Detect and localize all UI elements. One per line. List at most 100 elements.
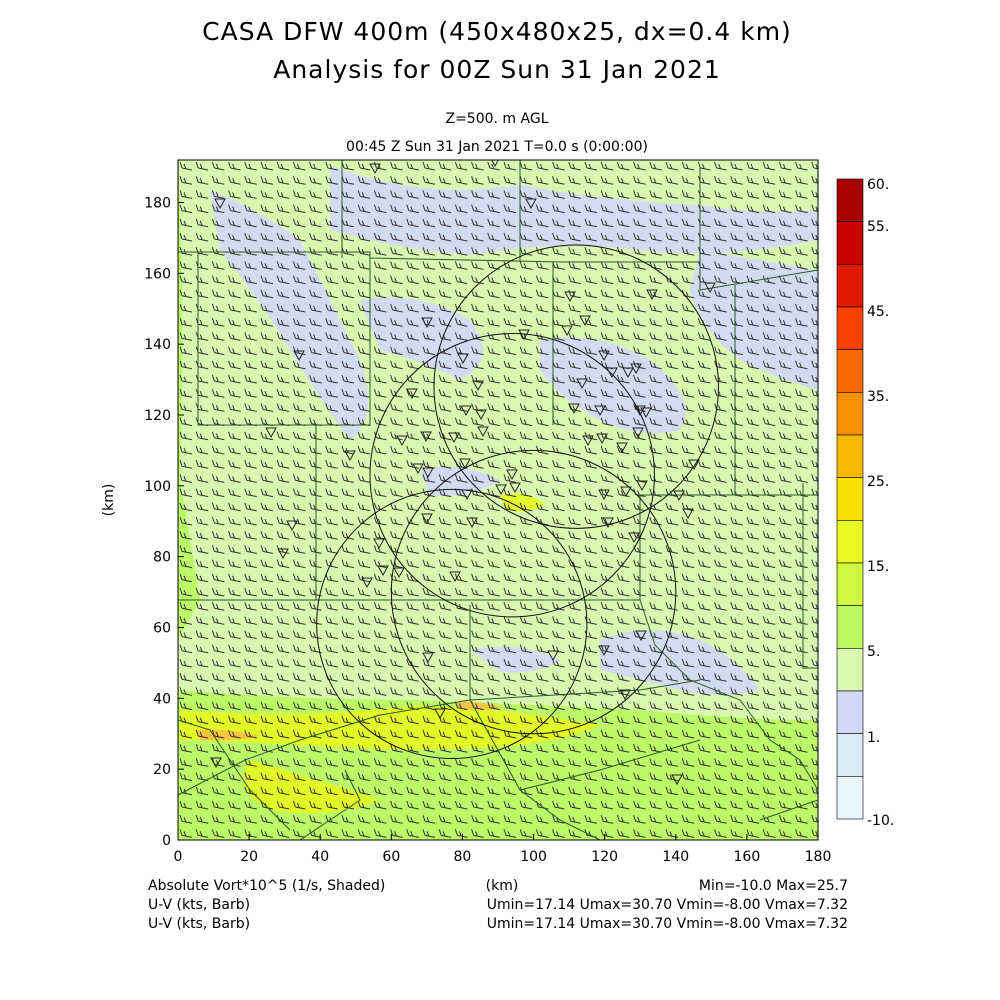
wind-barb (487, 545, 500, 554)
wind-barb (373, 616, 387, 625)
station-marker (477, 426, 489, 438)
wind-barb (519, 800, 533, 810)
wind-barb (616, 815, 630, 824)
wind-barb (276, 389, 290, 398)
wind-barb (552, 218, 565, 228)
wind-barb (438, 261, 452, 270)
wind-barb (697, 715, 711, 725)
wind-barb (730, 247, 743, 256)
wind-barb (228, 602, 241, 611)
wind-barb (228, 630, 241, 640)
wind-barb (228, 516, 241, 526)
wind-barb (519, 559, 533, 569)
station-marker (582, 435, 594, 447)
wind-barb (584, 687, 598, 696)
wind-barb (795, 176, 808, 185)
wind-barb (552, 616, 565, 625)
wind-barb (584, 218, 598, 228)
wind-barb (244, 431, 257, 441)
wind-barb (633, 332, 646, 341)
wind-barb (228, 729, 241, 739)
wind-barb (195, 474, 209, 483)
wind-barb (325, 161, 338, 171)
wind-barb (292, 204, 306, 214)
county-boundary-0 (178, 168, 701, 263)
wind-barb (373, 261, 387, 270)
wind-barb (325, 346, 338, 356)
wind-barb (211, 715, 225, 725)
wind-barb (309, 389, 322, 398)
wind-barb (584, 303, 598, 313)
wind-barb (471, 303, 484, 313)
wind-barb (600, 516, 614, 526)
wind-barb (665, 715, 679, 725)
wind-barb (681, 786, 695, 796)
wind-barb (438, 587, 452, 597)
wind-barb (390, 289, 403, 299)
wind-barb (487, 289, 500, 299)
wind-barb (228, 204, 241, 214)
wind-barb (665, 786, 679, 796)
wind-barb (633, 658, 646, 668)
wind-barb (228, 360, 241, 370)
wind-barb (406, 332, 419, 341)
wind-barb (276, 190, 290, 199)
wind-barb (260, 488, 274, 498)
wind-barb (325, 744, 338, 753)
station-marker (704, 282, 716, 294)
wind-barb (730, 701, 743, 711)
wind-barb (276, 318, 290, 327)
wind-barb (260, 289, 274, 299)
wind-barb (600, 744, 614, 753)
wind-barb (325, 502, 338, 512)
wind-barb (211, 630, 225, 640)
wind-barb (309, 346, 322, 356)
wind-barb (309, 318, 322, 327)
wind-barb (260, 786, 274, 796)
wind-barb (649, 701, 662, 711)
wind-barb (714, 729, 727, 739)
wind-barb (568, 616, 581, 625)
wind-barb (600, 247, 614, 256)
wind-barb (292, 360, 306, 370)
wind-barb (519, 630, 533, 640)
wind-barb (406, 545, 419, 554)
wind-barb (746, 587, 760, 597)
wind-barb (714, 815, 727, 824)
wind-barb (422, 403, 436, 412)
wind-barb (454, 800, 468, 810)
wind-barb (179, 488, 193, 498)
wind-barb (179, 573, 193, 583)
wind-barb (211, 573, 225, 583)
wind-barb (535, 389, 549, 398)
wind-barb (633, 389, 646, 398)
wind-barb (746, 474, 760, 483)
wind-barb (584, 161, 598, 171)
wind-barb (811, 559, 818, 567)
wind-barb (357, 758, 371, 767)
y-tick-label: 120 (144, 408, 171, 424)
wind-barb (179, 403, 193, 412)
wind-barb (422, 800, 436, 810)
wind-barb (811, 431, 818, 440)
wind-barb (714, 218, 727, 228)
wind-barb (325, 786, 338, 796)
wind-barb (341, 573, 355, 583)
colorbar-label: 60. (867, 177, 889, 193)
wind-barb (422, 758, 436, 767)
wind-barb (487, 460, 500, 469)
wind-barb (697, 673, 711, 682)
wind-barb (390, 161, 403, 171)
wind-barb (778, 460, 792, 469)
wind-barb (373, 247, 387, 256)
wind-barb (341, 673, 355, 682)
wind-barb (406, 445, 419, 455)
wind-barb (471, 545, 484, 554)
wind-barb (584, 346, 598, 356)
wind-barb (179, 232, 193, 242)
wind-barb (454, 573, 468, 583)
wind-barb (487, 758, 500, 767)
wind-barb (795, 729, 808, 739)
wind-barb (730, 658, 743, 668)
wind-barb (325, 360, 338, 370)
